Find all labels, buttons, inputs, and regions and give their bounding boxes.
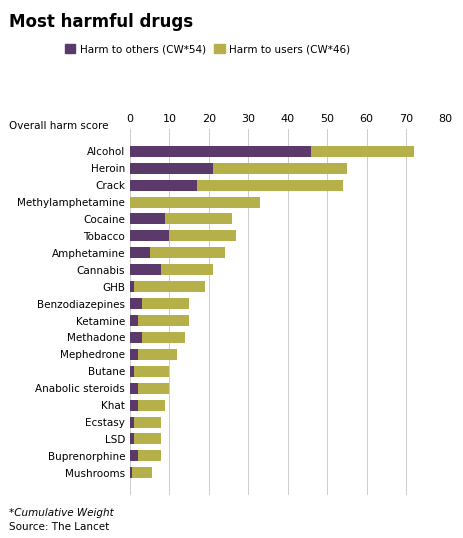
Bar xyxy=(130,416,133,428)
Bar xyxy=(138,400,165,410)
Bar xyxy=(138,383,169,394)
Bar xyxy=(161,264,212,275)
Bar xyxy=(130,400,138,410)
Bar xyxy=(133,416,161,428)
Bar xyxy=(130,332,142,343)
Text: *Cumulative Weight: *Cumulative Weight xyxy=(9,508,114,519)
Bar xyxy=(130,146,311,157)
Bar xyxy=(133,434,161,444)
Bar xyxy=(130,383,138,394)
Bar xyxy=(311,146,413,157)
Bar xyxy=(142,298,189,309)
Bar xyxy=(138,349,177,360)
Bar xyxy=(212,162,346,174)
Bar xyxy=(138,450,161,462)
Bar xyxy=(130,230,169,242)
Bar xyxy=(130,196,260,208)
Bar xyxy=(130,349,138,360)
Bar xyxy=(131,468,151,478)
Bar xyxy=(130,450,138,462)
Text: Overall harm score: Overall harm score xyxy=(9,121,108,131)
Bar xyxy=(130,298,142,309)
Text: Source: The Lancet: Source: The Lancet xyxy=(9,522,109,532)
Legend: Harm to others (CW*54), Harm to users (CW*46): Harm to others (CW*54), Harm to users (C… xyxy=(61,40,353,59)
Bar xyxy=(130,162,212,174)
Bar xyxy=(130,214,165,224)
Bar xyxy=(130,180,197,190)
Text: Most harmful drugs: Most harmful drugs xyxy=(9,13,193,31)
Bar xyxy=(130,281,133,292)
Bar xyxy=(133,366,169,377)
Bar xyxy=(138,315,189,326)
Bar xyxy=(130,315,138,326)
Bar xyxy=(130,247,149,258)
Bar xyxy=(133,281,205,292)
Bar xyxy=(142,332,185,343)
Bar xyxy=(130,366,133,377)
Bar xyxy=(169,230,236,242)
Bar xyxy=(165,214,232,224)
Bar xyxy=(130,264,161,275)
Bar xyxy=(130,434,133,444)
Bar xyxy=(197,180,342,190)
Bar xyxy=(130,468,131,478)
Bar xyxy=(149,247,224,258)
